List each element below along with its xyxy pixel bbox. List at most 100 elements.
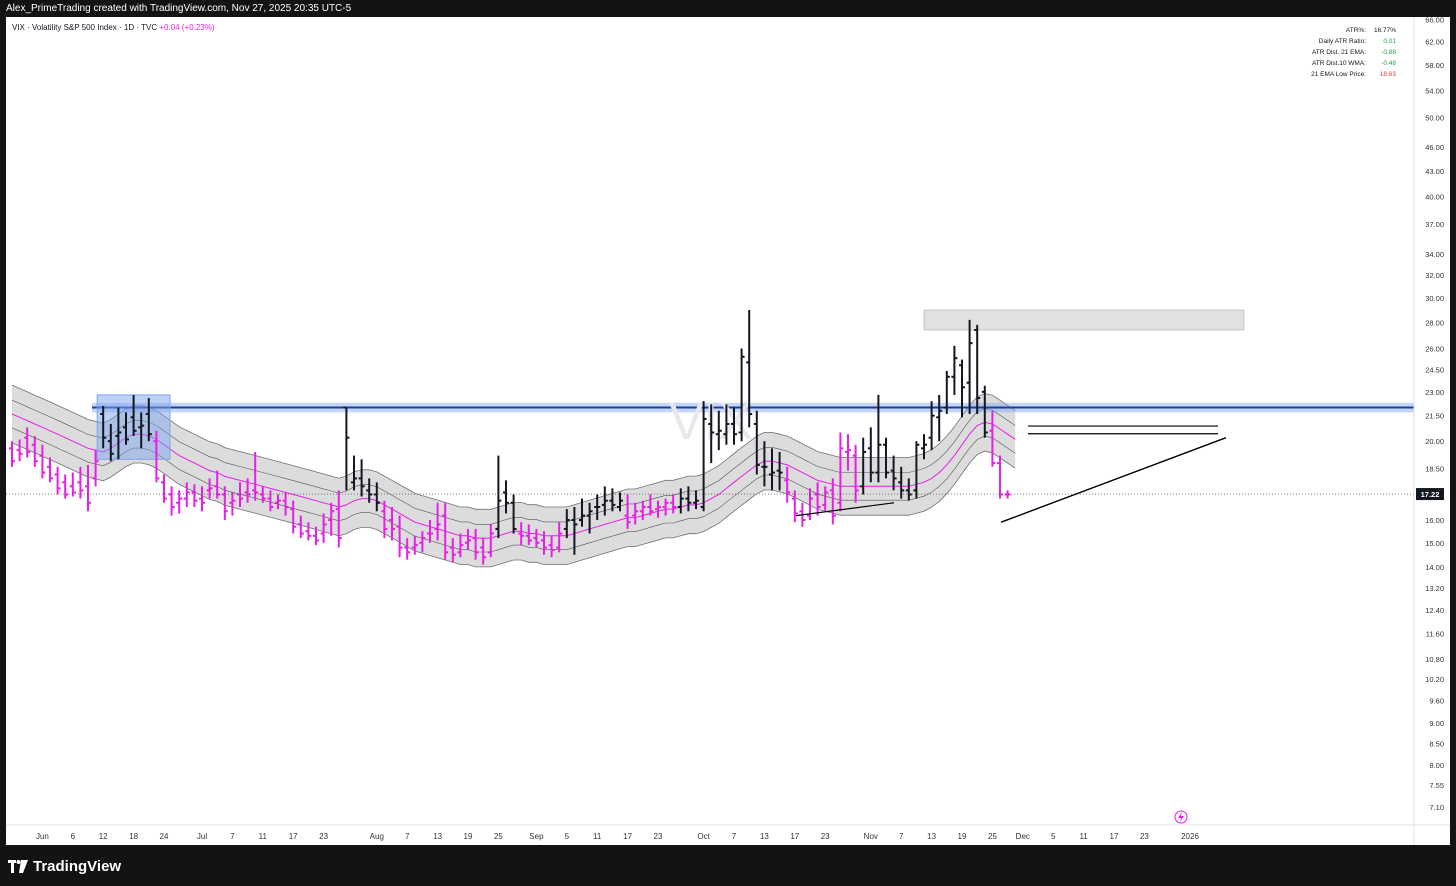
x-tick-label: Aug	[370, 832, 384, 841]
price-bar	[776, 451, 783, 491]
price-bar	[639, 500, 646, 520]
price-bar	[556, 522, 563, 553]
x-tick-label: 17	[790, 832, 799, 841]
price-bar	[487, 524, 494, 558]
stat-row: 21 EMA Low Price: 18.63	[1305, 69, 1396, 80]
price-bar	[472, 528, 479, 560]
price-bar	[761, 441, 768, 487]
x-tick-label: 7	[405, 832, 410, 841]
price-bar	[206, 478, 213, 499]
x-tick-label: 23	[319, 832, 328, 841]
inner-band-lower	[11, 427, 1016, 553]
price-bar	[624, 494, 631, 529]
price-bar	[807, 488, 813, 520]
price-bar	[9, 441, 15, 467]
y-tick-label: 10.80	[1425, 655, 1444, 664]
price-bar	[214, 470, 221, 499]
stat-value: 16.77%	[1373, 27, 1396, 34]
price-bar	[715, 410, 722, 451]
price-bar	[822, 486, 829, 512]
price-bar	[396, 515, 403, 558]
y-tick-label: 24.50	[1425, 366, 1444, 375]
price-bar	[708, 404, 715, 464]
x-tick-label: 23	[1140, 832, 1149, 841]
price-bar	[145, 398, 152, 442]
x-tick-label: 25	[988, 832, 997, 841]
y-tick-label: 23.00	[1425, 388, 1444, 397]
price-bar	[738, 348, 745, 442]
price-bar	[898, 466, 905, 499]
price-bar	[791, 490, 798, 523]
y-tick-label: 8.50	[1429, 739, 1444, 748]
price-bar	[358, 459, 365, 497]
price-bar	[921, 434, 927, 460]
price-bar	[548, 535, 555, 558]
x-tick-label: 11	[1079, 832, 1088, 841]
stat-label: ATR Dist. 21 EMA:	[1311, 49, 1366, 56]
price-bar	[860, 437, 867, 495]
symbol-legend[interactable]: VIX · Volatility S&P 500 Index · 1D · TV…	[12, 23, 215, 32]
price-bar	[632, 502, 639, 525]
y-tick-label: 54.00	[1425, 86, 1444, 95]
y-tick-label: 26.00	[1425, 345, 1444, 354]
price-bar	[480, 538, 487, 565]
price-bar	[731, 407, 737, 445]
price-bar	[981, 385, 988, 438]
price-bar	[1004, 490, 1011, 499]
x-tick-label: Nov	[864, 832, 878, 841]
price-bar	[411, 535, 418, 555]
price-bar	[47, 457, 53, 483]
price-bar	[563, 509, 570, 539]
x-tick-label: 7	[899, 832, 904, 841]
chart-pane[interactable]: VIX 66.00 62.00 58.00 54.00 50.00 46.00 43.00 4…	[6, 16, 1450, 845]
price-bar	[890, 455, 897, 491]
atr-stats-panel: ATR%: 16.77% Daily ATR Ratio: 0.01 ATR Dist.…	[1305, 25, 1396, 80]
price-bar	[183, 482, 190, 507]
price-bar	[138, 412, 145, 449]
price-bar	[753, 410, 760, 475]
price-bar	[943, 370, 950, 415]
price-bar	[905, 478, 912, 501]
price-bar	[655, 500, 661, 518]
price-bar	[586, 502, 593, 534]
y-tick-label: 62.00	[1425, 38, 1444, 47]
x-tick-label: Dec	[1016, 832, 1030, 841]
lightning-icon-ring	[1174, 810, 1188, 824]
price-bar	[518, 522, 525, 546]
price-bar	[427, 520, 433, 543]
price-bar	[297, 515, 304, 539]
price-bar	[951, 345, 958, 395]
price-chart[interactable]: VIX 66.0062.0058.0054.0050.0046.0043.004…	[6, 16, 1450, 845]
price-bar	[282, 492, 289, 516]
x-tick-label: 13	[927, 832, 936, 841]
price-bar	[457, 533, 464, 558]
stat-row: ATR%: 16.77%	[1305, 25, 1396, 36]
x-tick-label: 13	[433, 832, 442, 841]
price-bar	[883, 437, 889, 479]
price-bar	[343, 406, 350, 491]
lightning-icon-bolt	[1178, 812, 1184, 822]
price-bar	[161, 474, 167, 503]
price-bar	[784, 466, 791, 503]
x-tick-label: 6	[71, 832, 76, 841]
stat-value: -0.88	[1381, 49, 1396, 56]
x-tick-label: 23	[654, 832, 663, 841]
price-bar	[852, 444, 859, 503]
x-tick-label: 17	[623, 832, 632, 841]
atr-band-lower	[11, 442, 1016, 568]
tradingview-logo-icon	[8, 859, 28, 873]
price-bar	[389, 506, 395, 541]
price-bar	[153, 430, 160, 483]
price-bar	[609, 488, 616, 512]
brand-name: TradingView	[33, 857, 122, 875]
price-bar	[191, 484, 198, 507]
price-bar	[69, 472, 76, 497]
price-bar	[442, 502, 449, 560]
y-tick-label: 58.00	[1425, 61, 1444, 70]
stat-value: 18.63	[1379, 71, 1396, 78]
snapshot-caption: Alex_PrimeTrading created with TradingVi…	[6, 3, 352, 14]
price-change: +0.04 (+0.23%)	[159, 23, 215, 32]
price-bar	[845, 434, 851, 471]
price-bar	[16, 439, 23, 462]
